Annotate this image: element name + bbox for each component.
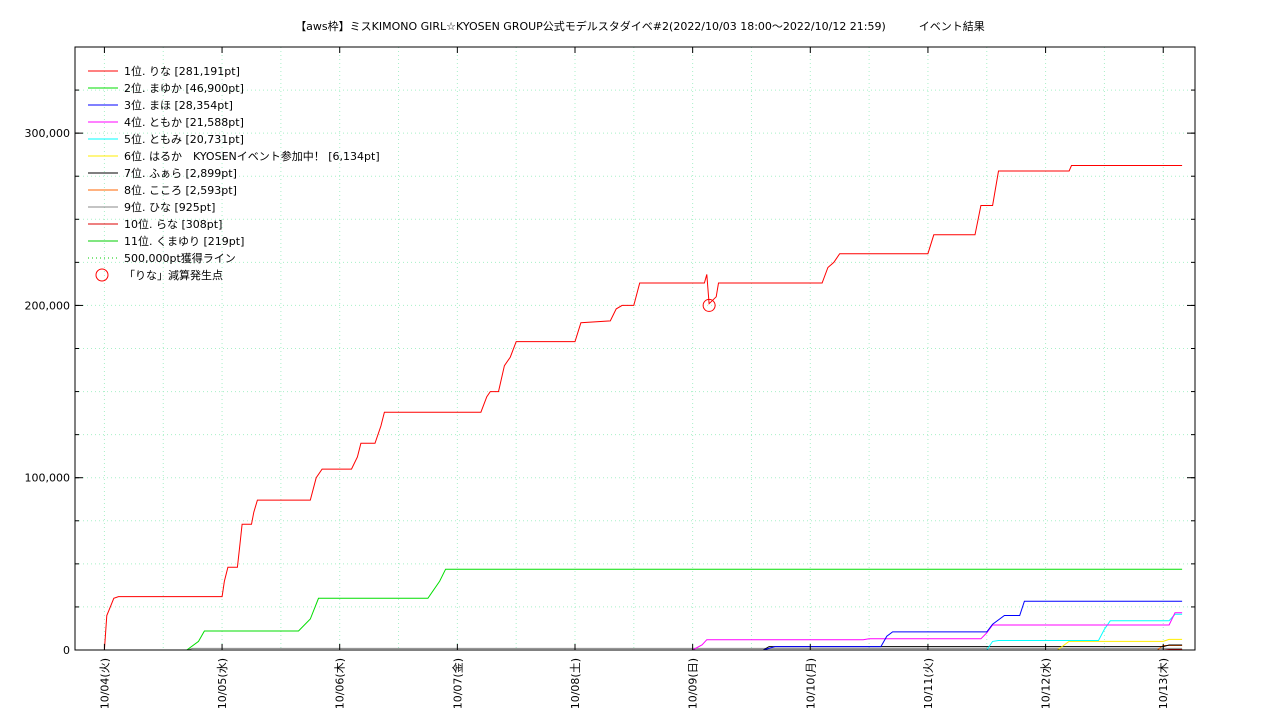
- series-line: [104, 600, 1183, 651]
- legend-label: 5位. ともみ [20,731pt]: [124, 132, 244, 146]
- legend-label: 2位. まゆか [46,900pt]: [124, 81, 244, 95]
- x-tick-label: 10/09(日): [687, 658, 700, 709]
- x-tick-label: 10/06(木): [334, 658, 347, 709]
- series-line: [103, 165, 1183, 651]
- series-lines: [103, 165, 1183, 651]
- x-tick-label: 10/08(土): [569, 658, 582, 709]
- legend-label: 9位. ひな [925pt]: [124, 200, 215, 214]
- x-tick-label: 10/05(水): [216, 658, 229, 709]
- chart-title: 【aws枠】ミスKIMONO GIRL☆KYOSEN GROUP公式モデルスタダ…: [295, 20, 985, 33]
- markers: [702, 298, 716, 312]
- legend-label: 3位. まほ [28,354pt]: [124, 98, 233, 112]
- legend: 1位. りな [281,191pt] 2位. まゆか [46,900pt] 3位. …: [88, 64, 380, 282]
- x-tick-label: 10/13(木): [1157, 658, 1170, 709]
- x-tick-label: 10/12(水): [1040, 658, 1053, 709]
- axes: 10/04(火) 10/05(水) 10/06(木) 10/07(金) 10/08(土)…: [25, 47, 1195, 709]
- x-tick-label: 10/07(金): [450, 658, 464, 709]
- x-tick-label: 10/10(月): [804, 658, 817, 709]
- legend-label: 4位. ともか [21,588pt]: [124, 115, 244, 129]
- y-tick-label: 100,000: [25, 472, 71, 485]
- series-line: [104, 612, 1183, 651]
- y-tick-label: 0: [63, 644, 70, 657]
- x-tick-label: 10/11(火): [922, 658, 935, 709]
- y-tick-label: 300,000: [25, 127, 71, 140]
- legend-label: 7位. ふぁら [2,899pt]: [124, 166, 237, 180]
- series-line: [104, 568, 1183, 651]
- legend-label: 1位. りな [281,191pt]: [124, 64, 240, 78]
- legend-label: 「りな」減算発生点: [124, 268, 223, 282]
- x-tick-label: 10/04(火): [98, 658, 111, 709]
- series-line: [104, 613, 1183, 651]
- legend-label: 500,000pt獲得ライン: [124, 252, 236, 265]
- grid: [75, 47, 1195, 650]
- series-line: [104, 644, 1183, 651]
- legend-label: 10位. らな [308pt]: [124, 217, 222, 231]
- legend-marker: [95, 268, 109, 282]
- legend-label: 11位. くまゆり [219pt]: [124, 234, 244, 248]
- decrease-marker: [702, 298, 716, 312]
- y-tick-label: 200,000: [25, 299, 71, 312]
- legend-label: 6位. はるか KYOSENイベント参加中！ [6,134pt]: [124, 149, 380, 163]
- legend-label: 8位. こころ [2,593pt]: [124, 183, 237, 197]
